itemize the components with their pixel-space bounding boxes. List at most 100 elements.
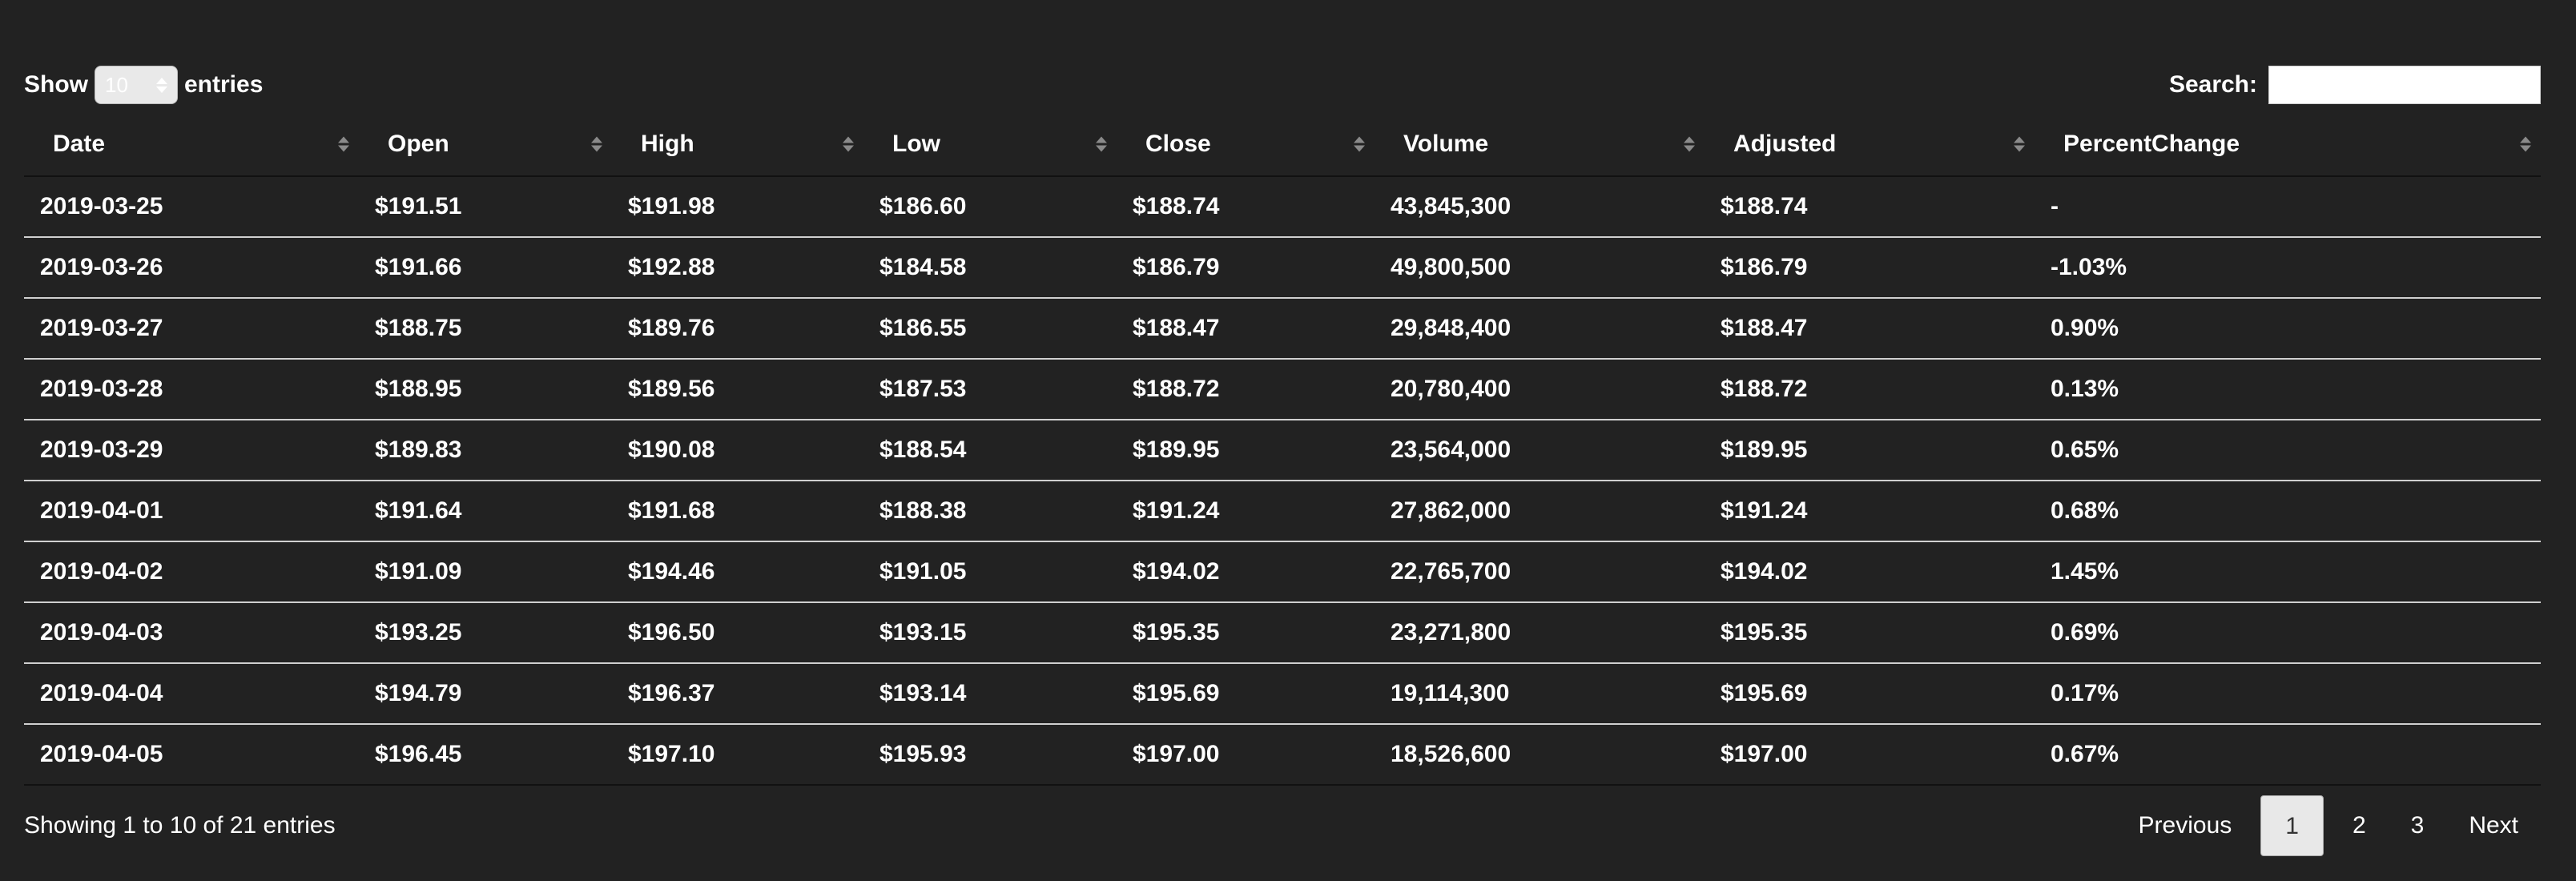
- column-header-label: PercentChange: [2063, 130, 2240, 157]
- sort-both-icon: [1096, 136, 1107, 151]
- cell-adjusted: $194.02: [1705, 541, 2035, 603]
- column-header-label: Low: [892, 130, 940, 157]
- cell-volume: 49,800,500: [1375, 237, 1705, 299]
- search-input[interactable]: [2268, 66, 2541, 104]
- cell-high: $197.10: [612, 724, 863, 786]
- search-control: Search:: [2169, 66, 2541, 104]
- cell-high: $189.56: [612, 359, 863, 420]
- column-header-label: Open: [388, 130, 449, 157]
- cell-adjusted: $188.74: [1705, 176, 2035, 238]
- cell-open: $188.95: [359, 359, 612, 420]
- column-header-high[interactable]: High: [612, 112, 863, 177]
- cell-percentchange: -: [2035, 176, 2541, 238]
- cell-volume: 43,845,300: [1375, 176, 1705, 238]
- search-label: Search:: [2168, 71, 2257, 98]
- table-row: 2019-04-03 $193.25 $196.50 $193.15 $195.35 23…: [24, 602, 2541, 664]
- cell-low: $187.53: [863, 359, 1117, 420]
- cell-close: $191.24: [1117, 481, 1375, 542]
- cell-percentchange: 1.45%: [2035, 541, 2541, 603]
- cell-volume: 20,780,400: [1375, 359, 1705, 420]
- table-row: 2019-04-05 $196.45 $197.10 $195.93 $197.00 18…: [24, 724, 2541, 786]
- cell-date: 2019-04-03: [24, 602, 359, 664]
- page-button-3[interactable]: 3: [2410, 812, 2425, 839]
- table-row: 2019-04-01 $191.64 $191.68 $188.38 $191.24 27…: [24, 481, 2541, 542]
- column-header-close[interactable]: Close: [1117, 112, 1375, 177]
- cell-date: 2019-03-27: [24, 298, 359, 360]
- column-header-label: Volume: [1403, 130, 1489, 157]
- cell-date: 2019-03-29: [24, 420, 359, 481]
- cell-low: $195.93: [863, 724, 1117, 786]
- cell-date: 2019-03-26: [24, 237, 359, 299]
- cell-low: $186.60: [863, 176, 1117, 238]
- cell-high: $196.50: [612, 602, 863, 664]
- column-header-volume[interactable]: Volume: [1375, 112, 1705, 177]
- cell-low: $193.14: [863, 663, 1117, 725]
- cell-adjusted: $191.24: [1705, 481, 2035, 542]
- page-length-select[interactable]: 10: [95, 66, 178, 104]
- pagination: Previous 1 2 3 Next: [2116, 795, 2541, 856]
- cell-percentchange: -1.03%: [2035, 237, 2541, 299]
- cell-close: $195.69: [1117, 663, 1375, 725]
- sort-both-icon: [843, 136, 854, 151]
- cell-open: $188.75: [359, 298, 612, 360]
- page-button-2[interactable]: 2: [2352, 812, 2366, 839]
- stock-data-table: Date Open High Low Close Volume Adjusted Percen…: [24, 112, 2541, 786]
- cell-open: $191.66: [359, 237, 612, 299]
- cell-close: $195.35: [1117, 602, 1375, 664]
- table-row: 2019-03-25 $191.51 $191.98 $186.60 $188.74 43…: [24, 176, 2541, 238]
- cell-date: 2019-04-01: [24, 481, 359, 542]
- table-row: 2019-03-29 $189.83 $190.08 $188.54 $189.95 23…: [24, 420, 2541, 481]
- cell-close: $188.74: [1117, 176, 1375, 238]
- cell-percentchange: 0.65%: [2035, 420, 2541, 481]
- cell-open: $196.45: [359, 724, 612, 786]
- cell-percentchange: 0.67%: [2035, 724, 2541, 786]
- cell-high: $189.76: [612, 298, 863, 360]
- cell-high: $192.88: [612, 237, 863, 299]
- cell-low: $188.38: [863, 481, 1117, 542]
- next-button[interactable]: Next: [2469, 812, 2518, 839]
- cell-percentchange: 0.69%: [2035, 602, 2541, 664]
- cell-low: $191.05: [863, 541, 1117, 603]
- column-header-label: High: [641, 130, 694, 157]
- cell-open: $191.64: [359, 481, 612, 542]
- cell-close: $194.02: [1117, 541, 1375, 603]
- page-button-1[interactable]: 1: [2260, 795, 2324, 856]
- cell-low: $188.54: [863, 420, 1117, 481]
- cell-high: $196.37: [612, 663, 863, 725]
- cell-close: $189.95: [1117, 420, 1375, 481]
- column-header-open[interactable]: Open: [359, 112, 612, 177]
- cell-adjusted: $188.47: [1705, 298, 2035, 360]
- sort-both-icon: [2520, 136, 2531, 151]
- cell-adjusted: $188.72: [1705, 359, 2035, 420]
- select-arrows-icon: [156, 77, 167, 93]
- column-header-date[interactable]: Date: [24, 112, 359, 177]
- column-header-low[interactable]: Low: [863, 112, 1117, 177]
- cell-percentchange: 0.13%: [2035, 359, 2541, 420]
- cell-adjusted: $186.79: [1705, 237, 2035, 299]
- datatable-wrapper: Show 10 entries Search: Date Ope: [24, 64, 2541, 858]
- cell-volume: 18,526,600: [1375, 724, 1705, 786]
- table-row: 2019-03-28 $188.95 $189.56 $187.53 $188.72 20…: [24, 359, 2541, 420]
- cell-low: $186.55: [863, 298, 1117, 360]
- cell-open: $191.09: [359, 541, 612, 603]
- previous-button[interactable]: Previous: [2138, 812, 2232, 839]
- column-header-label: Adjusted: [1733, 130, 1837, 157]
- column-header-percentchange[interactable]: PercentChange: [2035, 112, 2541, 177]
- sort-both-icon: [2014, 136, 2025, 151]
- cell-volume: 22,765,700: [1375, 541, 1705, 603]
- cell-low: $184.58: [863, 237, 1117, 299]
- cell-adjusted: $195.69: [1705, 663, 2035, 725]
- cell-volume: 29,848,400: [1375, 298, 1705, 360]
- table-controls: Show 10 entries Search:: [24, 64, 2541, 106]
- show-label: Show: [24, 71, 88, 98]
- cell-date: 2019-03-28: [24, 359, 359, 420]
- table-row: 2019-03-26 $191.66 $192.88 $184.58 $186.79 49…: [24, 237, 2541, 299]
- column-header-adjusted[interactable]: Adjusted: [1705, 112, 2035, 177]
- table-row: 2019-04-04 $194.79 $196.37 $193.14 $195.69 19…: [24, 663, 2541, 725]
- header-row: Date Open High Low Close Volume Adjusted Percen…: [24, 112, 2541, 177]
- cell-close: $188.47: [1117, 298, 1375, 360]
- column-header-label: Close: [1145, 130, 1211, 157]
- cell-high: $191.98: [612, 176, 863, 238]
- cell-open: $194.79: [359, 663, 612, 725]
- sort-both-icon: [591, 136, 602, 151]
